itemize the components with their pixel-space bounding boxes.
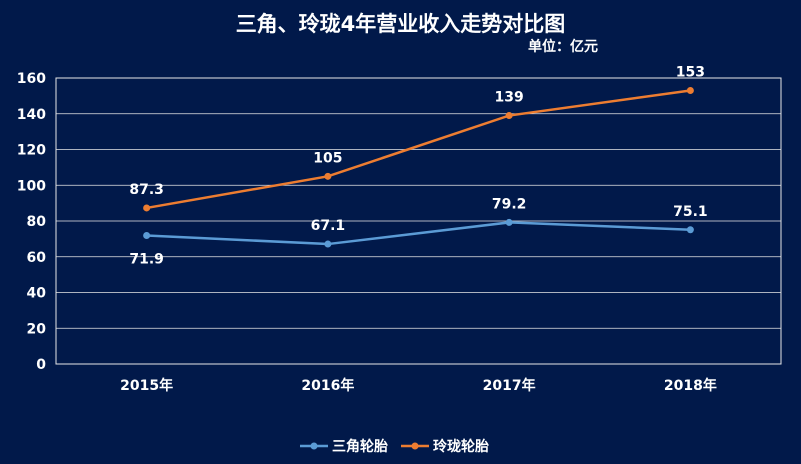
data-label: 105 — [313, 150, 342, 166]
data-point — [324, 172, 332, 180]
data-label: 153 — [676, 65, 705, 81]
series-line-0 — [146, 221, 691, 246]
data-label: 139 — [495, 90, 524, 106]
y-tick-label: 40 — [27, 286, 47, 302]
data-label: 67.1 — [311, 218, 346, 234]
series-line-1 — [146, 89, 691, 210]
chart-unit-label: 单位：亿元 — [528, 39, 598, 55]
y-tick-label: 80 — [27, 214, 47, 230]
y-tick-label: 120 — [17, 143, 46, 159]
data-point — [324, 240, 332, 248]
plot-border — [55, 77, 782, 365]
y-tick-label: 160 — [17, 71, 46, 87]
chart-title: 三角、玲珑4年营业收入走势对比图 — [235, 12, 566, 36]
legend-label: 玲珑轮胎 — [433, 438, 489, 455]
data-point — [686, 226, 694, 234]
data-point — [505, 112, 513, 120]
legend-marker-icon — [310, 442, 318, 450]
legend-label: 三角轮胎 — [332, 438, 388, 455]
data-label: 87.3 — [129, 182, 164, 198]
x-tick-label: 2018年 — [664, 377, 717, 394]
legend-marker-icon — [411, 442, 419, 450]
data-label: 75.1 — [673, 204, 708, 220]
data-point — [143, 231, 151, 239]
y-tick-label: 0 — [36, 357, 46, 373]
y-tick-label: 100 — [17, 178, 46, 194]
data-label: 79.2 — [492, 196, 527, 212]
data-label: 71.9 — [129, 251, 164, 267]
y-tick-label: 20 — [27, 321, 47, 337]
data-point — [143, 204, 151, 212]
y-tick-label: 60 — [27, 250, 47, 266]
x-tick-label: 2017年 — [483, 377, 536, 394]
y-tick-label: 140 — [17, 107, 46, 123]
x-tick-label: 2016年 — [301, 377, 354, 394]
x-tick-label: 2015年 — [120, 377, 173, 394]
data-point — [505, 218, 513, 226]
data-point — [686, 87, 694, 95]
